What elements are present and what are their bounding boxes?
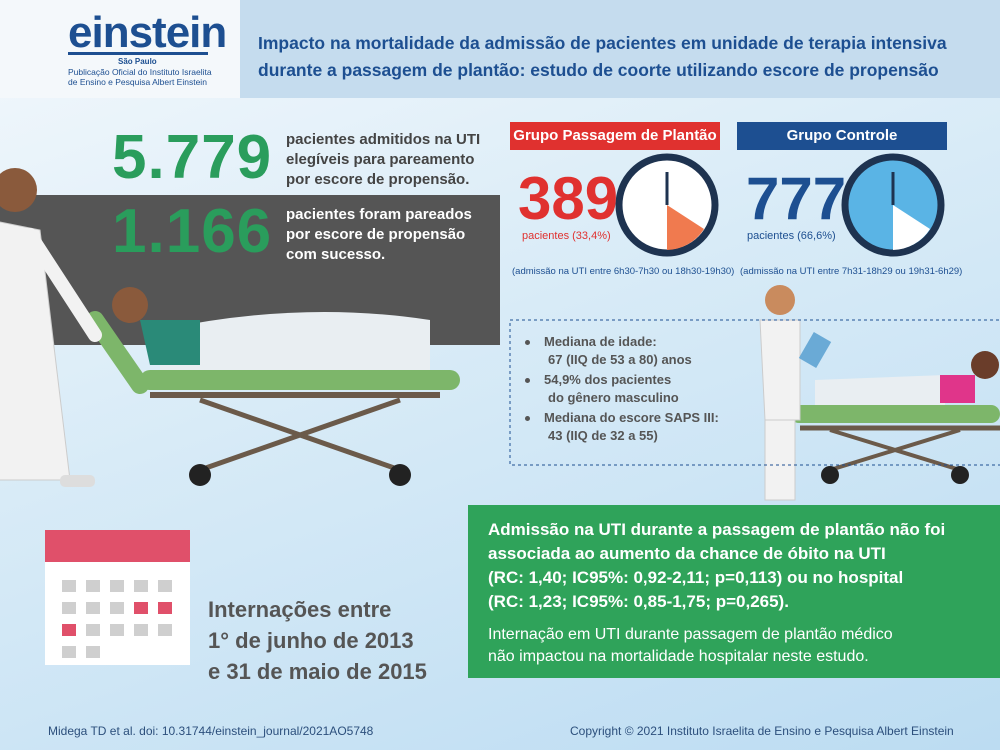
logo-band xyxy=(0,0,240,98)
text-line: de Ensino e Pesquisa Albert Einstein xyxy=(68,77,207,87)
logo: einstein xyxy=(68,8,227,57)
publisher: Publicação Oficial do Instituto Israelit… xyxy=(68,67,212,87)
text-line: Admissão na UTI durante a passagem de pl… xyxy=(488,520,946,539)
calendar xyxy=(45,530,190,665)
text-line: durante a passagem de plantão: estudo de… xyxy=(258,60,939,80)
text-line: por escore de propensão. xyxy=(286,171,470,188)
group-control-header xyxy=(737,122,947,150)
bullet-line: 54,9% dos pacientes xyxy=(544,372,672,387)
text-line: Impacto na mortalidade da admissão de pa… xyxy=(258,33,947,53)
period: Internações entre 1° de junho de 2013 e 31… xyxy=(208,594,427,687)
bullet-item: Mediana do escore SAPS III: 43 (IIQ de 32… xyxy=(522,409,719,445)
conclusion-secondary: Internação em UTI durante passagem de pl… xyxy=(488,624,945,668)
group-note: (admissão na UTI entre 6h30-7h30 ou 18h3… xyxy=(512,266,735,277)
group-name: Grupo Passagem de Plantão xyxy=(513,127,717,144)
group-count: 777 xyxy=(746,165,847,232)
conclusion: Admissão na UTI durante a passagem de pl… xyxy=(488,518,945,668)
text-line: não impactou na mortalidade hospitalar n… xyxy=(488,648,869,665)
logo-rule xyxy=(68,52,208,55)
copyright: Copyright © 2021 Instituto Israelita de … xyxy=(570,724,954,738)
dashed-box xyxy=(509,319,1000,466)
bullet-line: do gênero masculino xyxy=(548,390,679,405)
text-line: Internações entre xyxy=(208,597,392,622)
text-line: Internação em UTI durante passagem de pl… xyxy=(488,626,893,643)
text-line: associada ao aumento da chance de óbito … xyxy=(488,544,886,563)
stretcher-left xyxy=(86,287,460,486)
doctor-right xyxy=(759,285,832,501)
text-line: pacientes admitidos na UTI xyxy=(286,131,481,148)
group-percent: pacientes (66,6%) xyxy=(747,230,836,242)
stat-text: pacientes admitidos na UTI elegíveis para… xyxy=(286,130,480,190)
text-line: (RC: 1,40; IC95%: 0,92-2,11; p=0,113) ou… xyxy=(488,568,904,587)
logo-city: São Paulo xyxy=(118,57,157,66)
text-line: Publicação Oficial do Instituto Israelit… xyxy=(68,67,212,77)
bullet-dot xyxy=(525,416,530,421)
clock-control xyxy=(841,153,945,257)
bullet-line: Mediana do escore SAPS III: xyxy=(544,410,719,425)
stat-number: 5.779 xyxy=(112,123,273,192)
group-shift-header xyxy=(510,122,720,150)
stat-text: pacientes foram pareados por escore de pr… xyxy=(286,205,472,265)
title: Impacto na mortalidade da admissão de pa… xyxy=(258,30,947,84)
text-line: pacientes foram pareados xyxy=(286,206,472,223)
bullet-line: Mediana de idade: xyxy=(544,334,657,349)
stat-number: 1.166 xyxy=(112,197,273,266)
text-line: e 31 de maio de 2015 xyxy=(208,659,427,684)
bullet-line: 67 (IIQ de 53 a 80) anos xyxy=(548,352,692,367)
bullet-item: Mediana de idade: 67 (IIQ de 53 a 80) ano… xyxy=(522,333,719,369)
clock-shift xyxy=(615,153,719,257)
group-name: Grupo Controle xyxy=(786,127,898,144)
bullet-item: 54,9% dos pacientes do gênero masculino xyxy=(522,371,719,407)
group-note: (admissão na UTI entre 7h31-18h29 ou 19h… xyxy=(740,266,963,277)
stretcher-right xyxy=(790,351,1000,484)
bullet-list: Mediana de idade: 67 (IIQ de 53 a 80) ano… xyxy=(522,333,719,447)
text-line: com sucesso. xyxy=(286,246,386,263)
text-line: por escore de propensão xyxy=(286,226,466,243)
conclusion-box xyxy=(468,505,1000,678)
group-count: 389 xyxy=(518,165,619,232)
bullet-line: 43 (IIQ de 32 a 55) xyxy=(548,428,658,443)
group-percent: pacientes (33,4%) xyxy=(522,230,611,242)
text-line: 1° de junho de 2013 xyxy=(208,628,414,653)
text-line: elegíveis para pareamento xyxy=(286,151,475,168)
bullet-dot xyxy=(525,378,530,383)
citation: Midega TD et al. doi: 10.31744/einstein_… xyxy=(48,724,374,738)
bullet-dot xyxy=(525,340,530,345)
text-line: (RC: 1,23; IC95%: 0,85-1,75; p=0,265). xyxy=(488,592,789,611)
nurse-left xyxy=(0,168,102,487)
conclusion-main: Admissão na UTI durante a passagem de pl… xyxy=(488,518,945,614)
